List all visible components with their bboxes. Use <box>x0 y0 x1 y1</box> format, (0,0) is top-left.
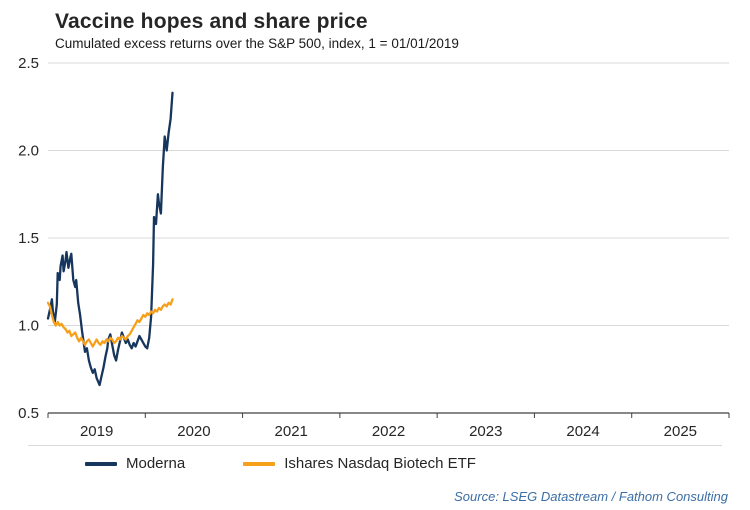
legend-swatch-moderna <box>85 461 117 466</box>
svg-text:1.5: 1.5 <box>18 230 39 247</box>
svg-text:2021: 2021 <box>275 423 308 440</box>
svg-text:2025: 2025 <box>664 423 697 440</box>
legend-swatch-biotech-etf <box>243 461 276 466</box>
legend-label-moderna: Moderna <box>126 455 186 472</box>
chart-card: Vaccine hopes and share price Cumulated … <box>0 10 750 510</box>
chart-title: Vaccine hopes and share price <box>55 10 368 33</box>
svg-text:2022: 2022 <box>372 423 405 440</box>
svg-text:1.0: 1.0 <box>18 318 39 335</box>
svg-text:2.0: 2.0 <box>18 143 39 160</box>
source-note: Source: LSEG Datastream / Fathom Consult… <box>454 489 728 504</box>
svg-text:2019: 2019 <box>80 423 113 440</box>
chart-subtitle: Cumulated excess returns over the S&P 50… <box>55 36 459 51</box>
legend-item-moderna: Moderna <box>85 455 185 472</box>
svg-text:2024: 2024 <box>566 423 599 440</box>
svg-text:2020: 2020 <box>177 423 210 440</box>
legend-label-biotech-etf: Ishares Nasdaq Biotech ETF <box>284 455 476 472</box>
svg-text:2.5: 2.5 <box>18 55 39 72</box>
legend-item-biotech-etf: Ishares Nasdaq Biotech ETF <box>243 455 476 472</box>
svg-text:0.5: 0.5 <box>18 405 39 422</box>
svg-text:2023: 2023 <box>469 423 502 440</box>
line-chart: 0.5 1.0 1.5 2.0 2.5 2019 2020 2021 2022 2023 2024 2… <box>18 55 730 440</box>
legend: Moderna Ishares Nasdaq Biotech ETF <box>28 445 722 472</box>
